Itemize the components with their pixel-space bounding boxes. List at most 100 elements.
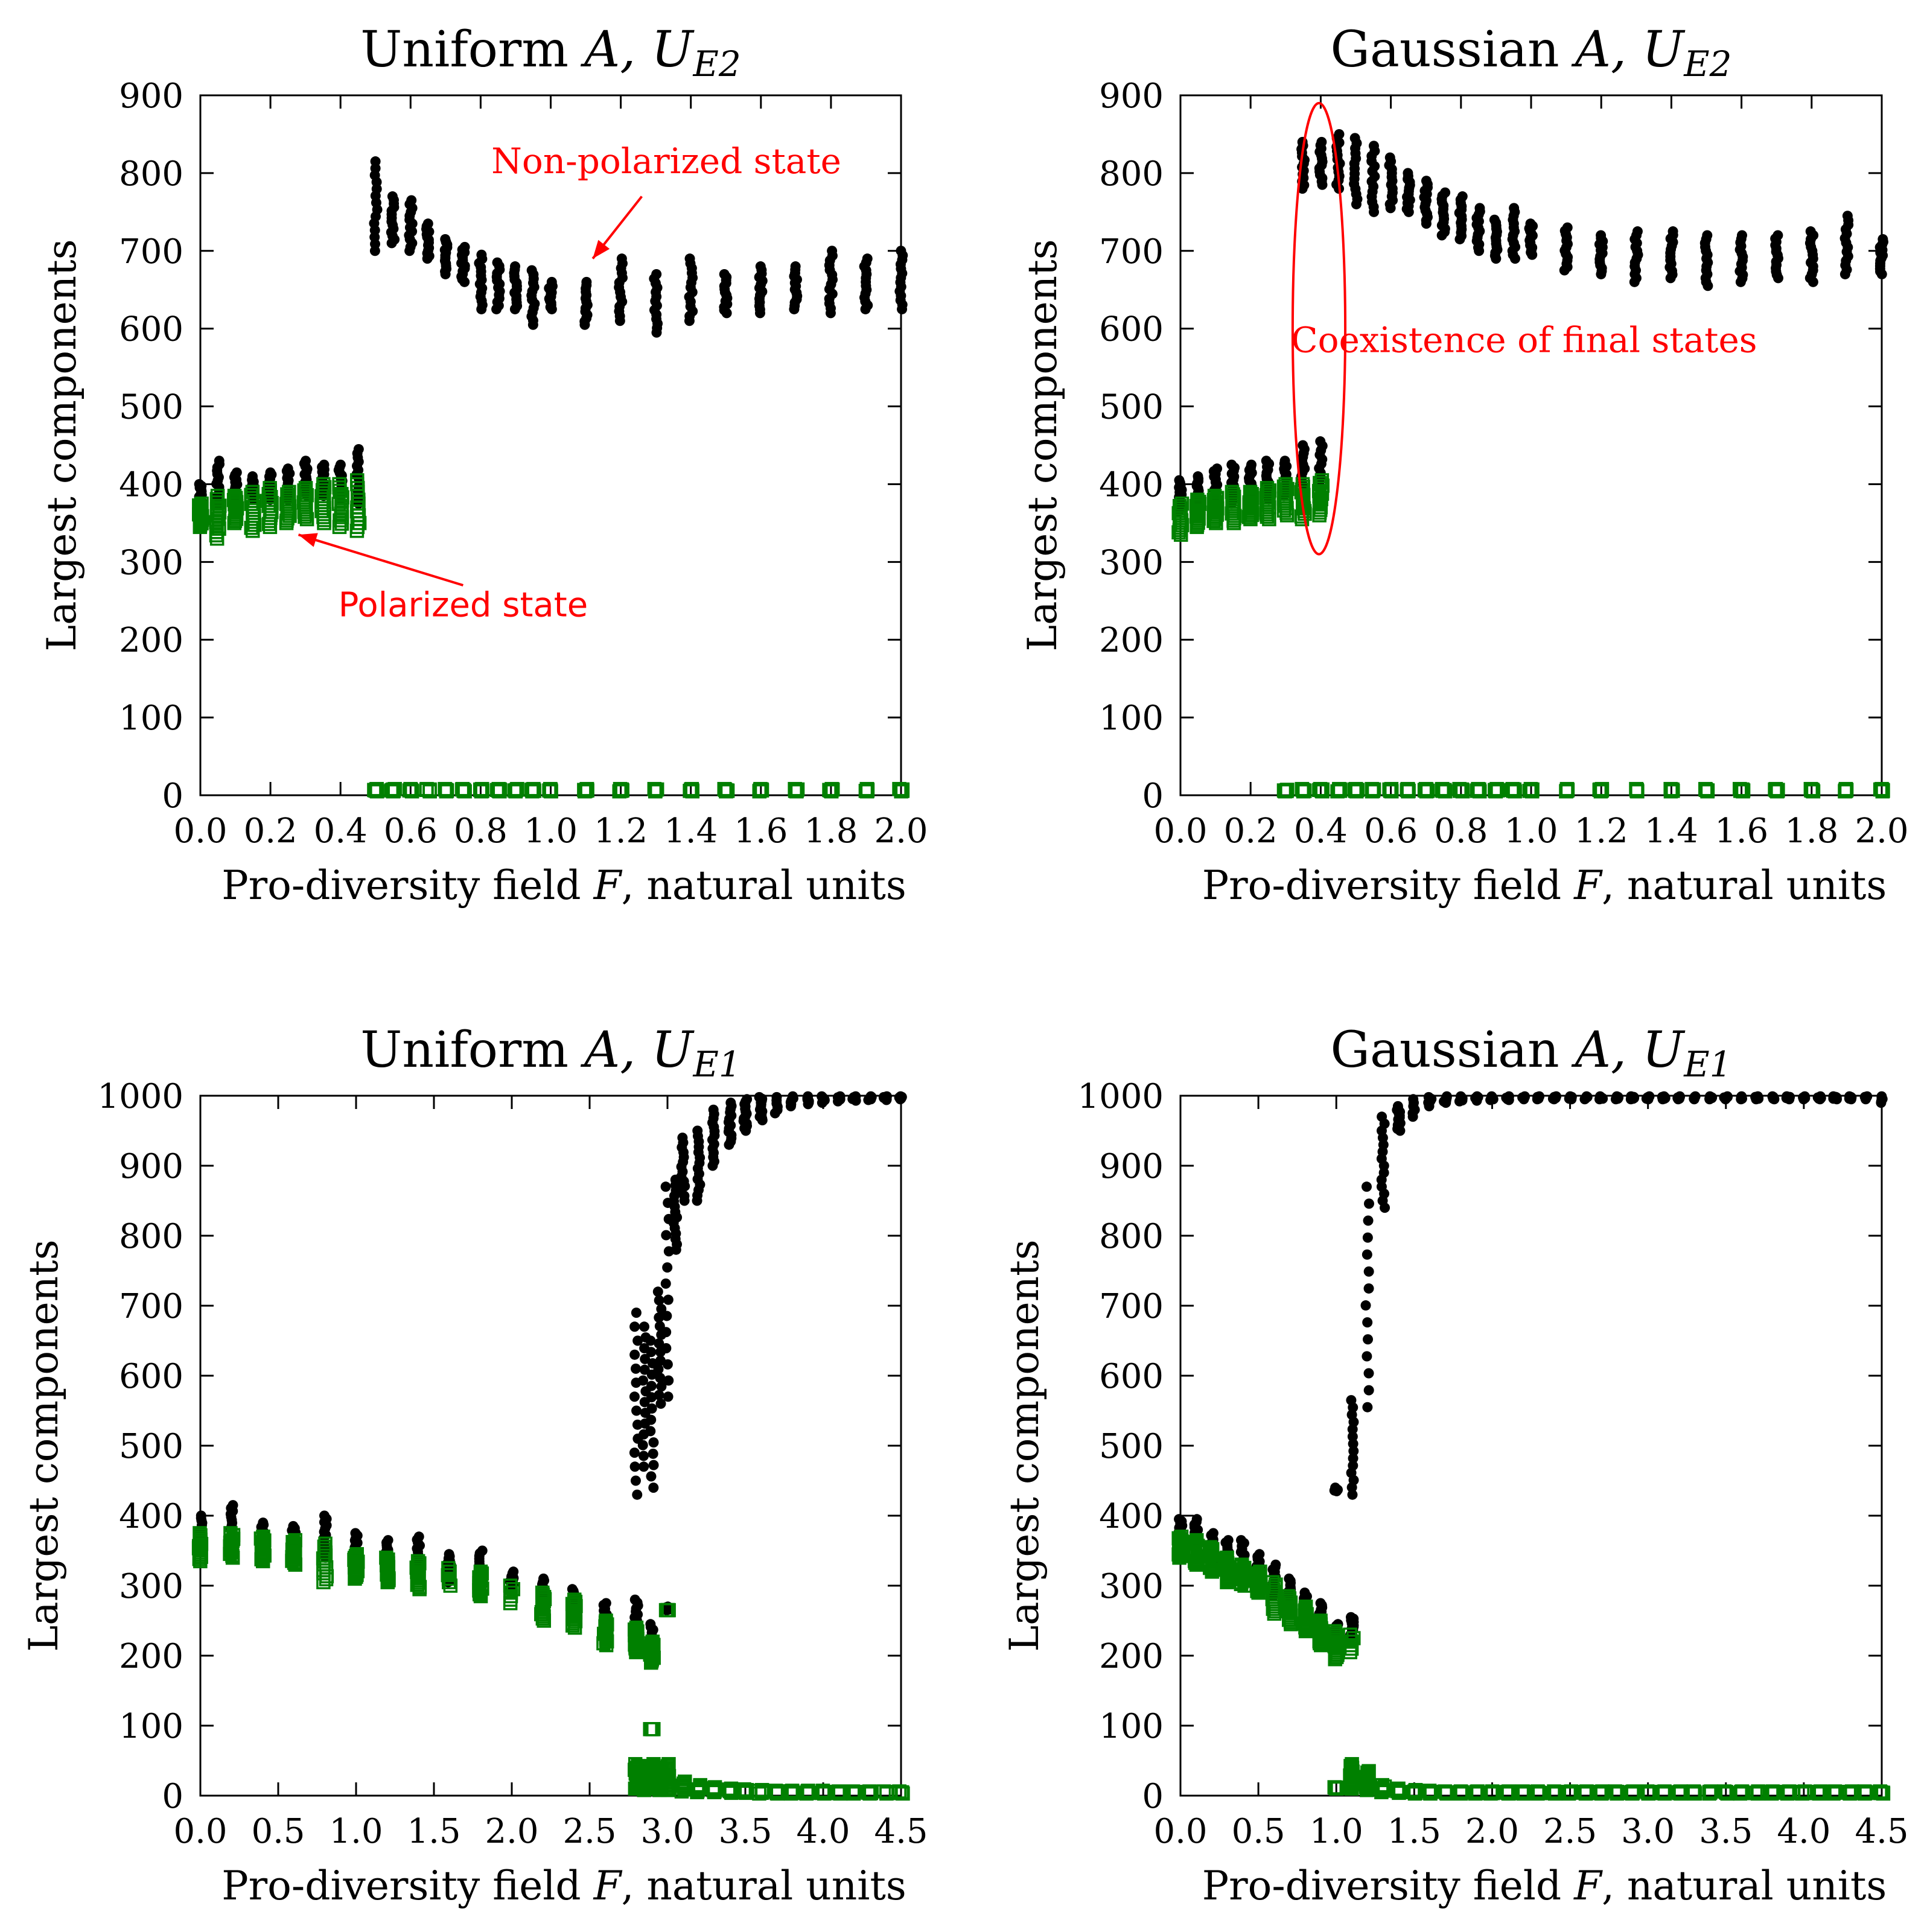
data-point [1611,1091,1622,1102]
data-point [654,1390,664,1400]
data-point [803,1091,814,1102]
data-point [1365,781,1379,796]
data-point [245,485,260,500]
data-point [228,1500,238,1511]
data-point [1828,1091,1839,1102]
data-point [1486,1091,1497,1102]
data-point [1174,475,1185,486]
data-point [1534,1091,1545,1102]
data-point [656,1381,667,1392]
data-point [1474,203,1485,214]
x-tick-label: 4.5 [874,1812,928,1851]
chart-title-part: Uniform [360,1022,584,1079]
data-point [1876,1091,1887,1102]
data-point [684,253,695,264]
data-point [629,1461,640,1472]
annotation-label: Non-polarized state [491,141,841,182]
data-point [298,481,313,495]
data-point [1244,487,1259,501]
data-point [282,463,293,474]
y-tick-label: 300 [119,1567,183,1606]
y-tick-label: 100 [1099,1707,1164,1746]
data-point [403,781,418,796]
data-point [288,1533,302,1548]
data-point [1441,1091,1452,1102]
x-tick-label: 0.2 [244,812,298,851]
data-point [348,1551,362,1565]
annotation-ellipse [1291,101,1347,556]
data-point [631,1363,642,1374]
data-point [661,1327,672,1338]
data-point [226,1528,241,1542]
data-point [1632,226,1643,237]
data-point [788,781,802,796]
data-point [332,477,346,492]
data-point [1363,1385,1374,1396]
data-point [707,1780,722,1794]
x-axis-label-part: Pro-diversity field [221,1863,593,1909]
data-point [491,781,506,796]
data-point [1209,491,1225,505]
x-tick-label: 4.5 [1855,1812,1908,1851]
data-point [801,1784,815,1798]
data-point [790,261,801,272]
data-point [881,1091,892,1102]
data-point [228,491,243,505]
data-point [194,478,205,489]
chart-title-part: E2 [693,43,741,84]
data-point [387,781,402,796]
series-open-squares [1171,1530,1891,1801]
data-point [892,1784,906,1799]
chart-title-part: , U [620,21,695,78]
data-point [299,488,314,503]
data-point [567,1592,582,1607]
data-point [1773,230,1783,241]
data-point [1489,214,1500,225]
y-tick-label: 300 [119,543,183,582]
x-tick-label: 3.0 [640,1812,694,1851]
data-point [653,1364,664,1374]
data-point [196,1510,206,1521]
data-point [546,276,557,287]
data-point [214,456,225,466]
data-point [637,1375,648,1386]
data-point [645,1426,656,1437]
x-tick-label: 2.0 [485,1812,538,1851]
data-point [1525,218,1536,229]
data-point [1279,456,1290,466]
data-point [1440,187,1451,198]
data-point [1363,1283,1374,1294]
data-point [1862,1091,1873,1102]
data-point [1805,226,1816,237]
data-point [442,1565,457,1579]
x-tick-label: 1.6 [1715,812,1768,851]
data-point [1332,781,1346,796]
data-point [644,1636,659,1651]
data-point [627,1622,642,1637]
data-point [1348,1446,1359,1457]
x-tick-label: 1.0 [1504,812,1558,851]
x-tick-label: 3.5 [718,1812,772,1851]
data-point [1212,463,1223,474]
data-point [1377,1111,1387,1122]
data-point [319,459,330,470]
x-tick-label: 0.5 [251,1812,305,1851]
data-point [678,1775,692,1789]
data-point [476,249,487,260]
data-point [1348,1460,1358,1471]
data-point [1455,1091,1466,1102]
chart-title-part: E1 [693,1044,741,1085]
y-tick-label: 800 [119,1217,183,1256]
data-point [896,246,906,256]
x-axis-label: Pro-diversity field F, natural units [221,862,906,909]
x-tick-label: 1.4 [664,812,718,851]
data-point [282,485,296,500]
data-point [815,1784,830,1798]
data-point [1452,781,1467,796]
data-point [677,1776,691,1791]
data-point [1174,496,1190,511]
y-tick-label: 500 [119,388,183,427]
data-point [1192,494,1206,509]
x-tick-label: 2.0 [874,812,928,851]
data-point [1348,1453,1358,1464]
